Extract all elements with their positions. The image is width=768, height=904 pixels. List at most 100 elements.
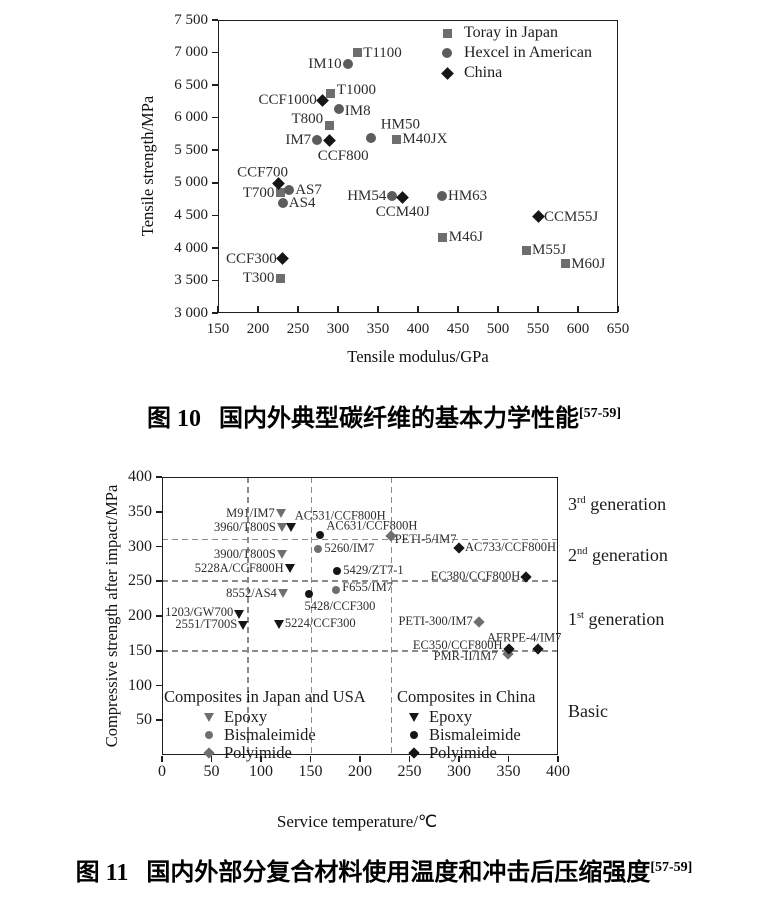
tri-point-marker-3900/T800S	[276, 550, 287, 560]
figure10-x-axis-label: Tensile modulus/GPa	[347, 347, 489, 366]
x-tick-label: 100	[249, 763, 273, 780]
point-label-CCM40J: CCM40J	[375, 203, 430, 220]
point-label-F655/IM7: F655/IM7	[342, 580, 393, 595]
x-tick-label: 300	[447, 763, 471, 780]
generation-label: Basic	[568, 701, 608, 722]
x-tick-mark	[537, 306, 539, 312]
y-tick-label: 4 500	[174, 207, 208, 224]
point-label-CCM55J: CCM55J	[544, 208, 599, 225]
legend-circle-icon	[205, 731, 213, 739]
circle-point-marker-HM54	[387, 191, 398, 202]
square-point-marker-T800	[324, 120, 334, 130]
y-tick-label: 3 000	[174, 304, 208, 321]
figure10-caption-reference: [57-59]	[579, 406, 621, 421]
tri-point-marker-3960/T800S	[276, 523, 287, 533]
circle-point-marker-IM8	[333, 104, 344, 115]
generation-boundary-vline	[247, 477, 249, 755]
x-tick-mark	[458, 756, 460, 762]
x-tick-label: 50	[203, 763, 220, 780]
y-tick-label: 250	[128, 572, 152, 590]
y-tick-mark	[212, 312, 218, 314]
legend-item-label: Bismaleimide	[224, 724, 316, 744]
x-tick-label: 0	[158, 763, 166, 780]
y-tick-mark	[156, 719, 162, 722]
generation-label: 3rd generation	[568, 494, 667, 515]
legend-label-Hexcel in American: Hexcel in American	[464, 44, 592, 62]
figure11-caption-reference: [57-59]	[650, 860, 693, 875]
point-label-2551/T700S: 2551/T700S	[175, 617, 238, 632]
point-label-AS4: AS4	[288, 194, 316, 211]
point-label-T800: T800	[291, 110, 324, 127]
square-point-marker-T1000	[326, 89, 336, 99]
legend-header: Composites in China	[397, 687, 536, 707]
y-tick-mark	[156, 476, 162, 478]
tri-point-marker-8552/AS4	[277, 589, 288, 599]
point-label-HM50: HM50	[380, 116, 420, 133]
x-tick-mark	[408, 756, 411, 762]
x-tick-mark	[260, 756, 262, 762]
figure11-x-axis-label: Service temperature/℃	[276, 812, 438, 831]
point-label-IM7: IM7	[285, 131, 312, 148]
y-tick-label: 7 500	[174, 11, 208, 28]
point-label-EC380/CCF800H: EC380/CCF800H	[430, 569, 521, 584]
y-tick-mark	[212, 116, 218, 119]
generation-boundary-hline	[162, 649, 558, 652]
generation-label: 1st generation	[568, 608, 665, 629]
point-label-PMR-II/IM7: PMR-II/IM7	[433, 648, 498, 663]
square-point-marker-T1100	[352, 48, 362, 58]
y-tick-mark	[156, 615, 162, 617]
y-tick-label: 6 500	[174, 76, 208, 93]
legend-item-label: Epoxy	[224, 706, 268, 726]
x-tick-label: 300	[326, 321, 350, 337]
square-point-marker-M46J	[438, 232, 448, 242]
legend-label-China: China	[464, 64, 503, 82]
figure11-caption: 图 11 国内外部分复合材料使用温度和冲击后压缩强度[57-59]	[0, 852, 768, 887]
point-label-HM63: HM63	[448, 188, 488, 205]
figure10-caption: 图 10 国内外典型碳纤维的基本力学性能[57-59]	[0, 398, 768, 433]
square-point-marker-M40JX	[391, 134, 401, 144]
x-tick-mark	[217, 306, 219, 312]
x-tick-label: 350	[496, 763, 521, 780]
square-point-marker-T700	[275, 188, 285, 198]
x-tick-label: 550	[526, 321, 550, 337]
point-label-T700: T700	[242, 184, 275, 201]
y-tick-mark	[212, 149, 218, 152]
point-label-AFRPE-4/IM7: AFRPE-4/IM7	[487, 629, 562, 644]
point-label-M91/IM7: M91/IM7	[226, 505, 275, 520]
x-tick-label: 250	[286, 321, 310, 337]
x-tick-mark	[507, 756, 510, 762]
generation-label: 2nd generation	[568, 545, 668, 566]
figure10-caption-text: 国内外典型碳纤维的基本力学性能	[219, 406, 579, 432]
figure10-caption-number: 图 10	[147, 406, 201, 432]
tri-point-marker-M91/IM7	[275, 509, 286, 519]
y-tick-mark	[212, 84, 218, 86]
point-label-PETI-5/IM7: PETI-5/IM7	[394, 532, 457, 547]
x-tick-label: 450	[446, 321, 470, 337]
x-tick-mark	[577, 306, 579, 312]
legend-square-icon	[442, 28, 452, 38]
x-tick-label: 250	[397, 763, 422, 780]
y-tick-label: 400	[128, 468, 152, 486]
point-label-5428/CCF300: 5428/CCF300	[304, 598, 376, 613]
x-tick-mark	[417, 306, 419, 312]
point-label-M60J: M60J	[571, 255, 606, 272]
x-tick-mark	[457, 306, 459, 312]
x-tick-mark	[297, 306, 299, 312]
x-tick-label: 150	[206, 321, 230, 337]
x-tick-mark	[617, 306, 619, 312]
legend-circle-icon	[442, 48, 452, 58]
circle-point-marker-AS4	[277, 197, 288, 208]
circle-point-marker-IM10	[342, 58, 353, 69]
y-tick-label: 6 000	[174, 109, 208, 126]
x-tick-mark	[497, 306, 499, 312]
chart-frame	[218, 20, 618, 313]
y-tick-mark	[212, 279, 218, 282]
y-tick-label: 3 500	[174, 272, 208, 289]
tri-point-marker-5224/CCF300	[273, 619, 284, 629]
legend-tri-icon	[409, 712, 419, 722]
legend-item-label: Epoxy	[429, 706, 473, 726]
point-label-5228A/CCF800H: 5228A/CCF800H	[194, 560, 284, 575]
figure11-caption-text: 国内外部分复合材料使用温度和冲击后压缩强度	[146, 860, 651, 886]
point-label-T300: T300	[242, 270, 275, 287]
